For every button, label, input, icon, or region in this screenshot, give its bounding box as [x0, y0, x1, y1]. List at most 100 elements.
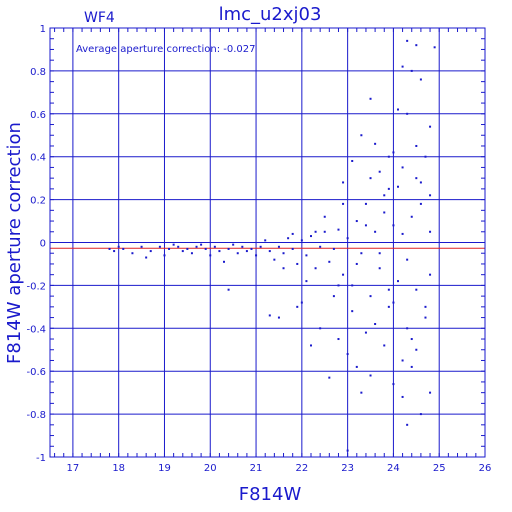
data-point [268, 250, 271, 253]
data-point [392, 383, 395, 386]
data-point [397, 280, 399, 283]
annotation-text: Average aperture correction: -0.027 [76, 44, 256, 55]
data-point [378, 267, 381, 270]
y-tick-label: -0.2 [26, 281, 46, 292]
data-point [401, 232, 404, 235]
y-tick-label: 1 [40, 24, 46, 35]
y-axis-label: F814W aperture correction [4, 122, 25, 364]
data-point [310, 235, 312, 238]
data-point [204, 247, 207, 250]
data-point [163, 254, 166, 257]
data-point [397, 185, 399, 188]
data-point [369, 374, 372, 377]
data-point [236, 252, 239, 255]
x-tick-label: 21 [250, 463, 263, 474]
data-point [374, 323, 377, 326]
data-point [369, 295, 372, 298]
data-point [342, 181, 345, 184]
data-point [108, 247, 111, 250]
data-point [241, 245, 244, 248]
data-point [200, 243, 203, 246]
data-point [282, 252, 285, 255]
data-point [282, 267, 285, 270]
data-point [429, 273, 432, 276]
data-point [158, 245, 161, 248]
data-point [323, 230, 326, 233]
data-point [149, 250, 152, 253]
data-point [410, 338, 413, 341]
data-point [328, 376, 331, 379]
x-tick-label: 20 [204, 463, 217, 474]
data-point [342, 202, 345, 205]
x-tick-label: 26 [479, 463, 492, 474]
data-point [300, 239, 303, 242]
data-point [424, 316, 427, 319]
x-tick-label: 18 [112, 463, 125, 474]
data-point [387, 288, 390, 291]
data-point [410, 69, 413, 72]
data-point [433, 46, 436, 49]
axis-ticks: 17 18 19 20 21 22 23 24 25 26 1 0.8 0.6 0.4 0.2 0 -0.2 -0… [26, 24, 491, 474]
data-point [332, 295, 335, 298]
data-point [314, 267, 317, 270]
data-point [374, 230, 377, 233]
data-point [181, 250, 184, 253]
data-point [300, 301, 303, 304]
data-point [310, 344, 312, 347]
data-point [255, 254, 258, 257]
data-point [410, 215, 413, 218]
x-tick-label: 17 [67, 463, 80, 474]
x-axis-label: F814W [239, 484, 302, 505]
x-tick-label: 25 [433, 463, 446, 474]
x-tick-label: 22 [295, 463, 308, 474]
data-point [209, 254, 212, 257]
reference-lines [50, 242, 485, 249]
data-point [429, 194, 432, 197]
data-point [406, 327, 409, 330]
data-point [369, 177, 372, 180]
data-point [360, 391, 363, 394]
y-tick-label: -1 [36, 453, 46, 464]
data-point [250, 247, 253, 250]
plot-frame [49, 27, 486, 458]
data-point [337, 228, 340, 231]
data-point [259, 245, 262, 248]
data-points [108, 39, 436, 452]
data-point [287, 237, 290, 240]
data-point [332, 247, 335, 250]
data-point [401, 395, 404, 398]
data-point [424, 305, 427, 308]
x-tick-label: 23 [341, 463, 354, 474]
data-point [186, 247, 189, 250]
data-point [374, 142, 377, 145]
data-point [296, 262, 299, 265]
y-tick-label: -0.8 [26, 410, 46, 421]
x-tick-label: 19 [158, 463, 171, 474]
data-point [172, 243, 175, 246]
y-tick-label: 0.6 [30, 110, 46, 121]
data-point [145, 256, 148, 259]
data-point [378, 170, 381, 173]
data-point [406, 258, 409, 261]
y-tick-label: 0.2 [30, 196, 46, 207]
data-point [342, 273, 345, 276]
data-point [369, 97, 372, 100]
data-point [383, 344, 386, 347]
data-point [305, 254, 308, 257]
data-point [419, 202, 422, 205]
data-point [406, 112, 409, 115]
data-point [305, 280, 308, 283]
chart-title: lmc_u2xj03 [219, 4, 322, 25]
data-point [213, 245, 216, 248]
data-point [355, 220, 358, 223]
y-tick-label: 0.8 [30, 67, 46, 78]
data-point [117, 245, 120, 248]
data-point [406, 39, 409, 42]
data-point [387, 187, 390, 190]
data-point [140, 245, 143, 248]
data-point [351, 284, 354, 287]
data-point [245, 250, 248, 253]
panel-label: WF4 [84, 10, 115, 26]
data-point [415, 348, 418, 351]
data-point [227, 247, 230, 250]
